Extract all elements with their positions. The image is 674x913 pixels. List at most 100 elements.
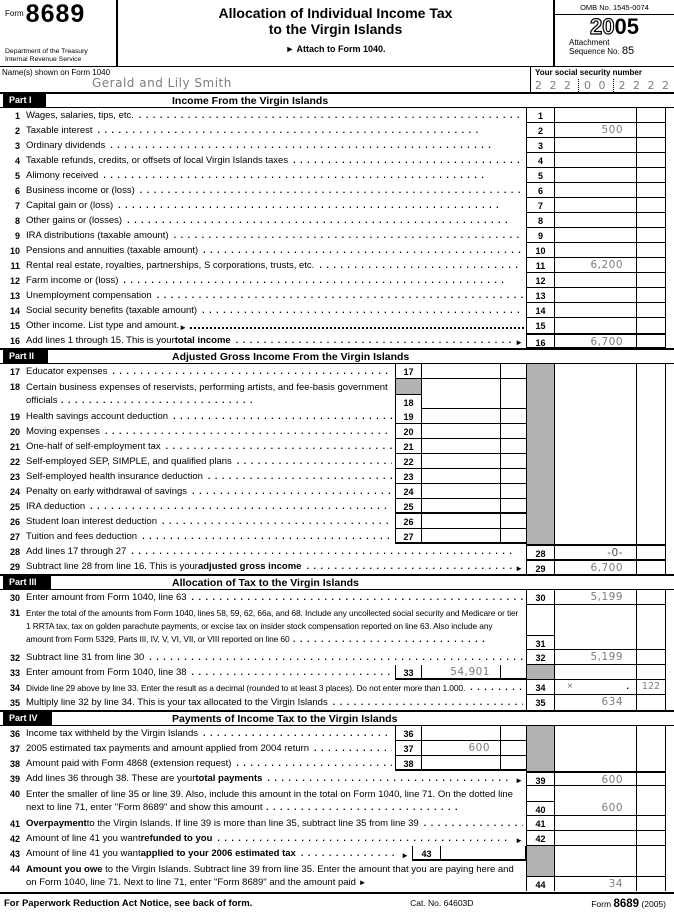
cents-field[interactable]	[500, 364, 526, 379]
amount-field-40[interactable]: 600	[554, 786, 636, 816]
amount-field-21[interactable]	[421, 439, 500, 454]
amount-field-30[interactable]: 5,199	[554, 590, 636, 605]
cents-field[interactable]	[500, 499, 526, 514]
amount-field-41[interactable]	[554, 816, 636, 831]
amount-field-3[interactable]	[554, 138, 636, 153]
amount-field-4[interactable]	[554, 153, 636, 168]
cents-field[interactable]	[636, 786, 666, 816]
amount-field-22[interactable]	[421, 454, 500, 469]
cents-field[interactable]	[500, 484, 526, 499]
cents-field[interactable]	[500, 514, 526, 529]
amount-field-9[interactable]	[554, 228, 636, 243]
amount-field-16[interactable]: 6,700	[554, 333, 636, 348]
cents-field[interactable]	[636, 771, 666, 786]
amount-field-24[interactable]	[421, 484, 500, 499]
line-number-box: 4	[526, 153, 554, 168]
amount-field-42[interactable]	[554, 831, 636, 846]
amount-field-43[interactable]	[440, 846, 526, 861]
amount-field-29[interactable]: 6,700	[554, 559, 636, 574]
cents-field[interactable]	[636, 816, 666, 831]
cents-field[interactable]	[636, 831, 666, 846]
cents-field[interactable]	[637, 876, 665, 891]
amount-field-27[interactable]	[421, 529, 500, 544]
amount-field-14[interactable]	[554, 303, 636, 318]
line-number: 29	[9, 562, 20, 572]
amount-field-38[interactable]	[421, 756, 500, 771]
name-field[interactable]: Name(s) shown on Form 1040 Gerald and Li…	[0, 67, 530, 92]
cents-field[interactable]	[636, 153, 666, 168]
amount-field-8[interactable]	[554, 213, 636, 228]
amount-field-25[interactable]	[421, 499, 500, 514]
cents-field[interactable]	[636, 168, 666, 183]
line-number: 5	[14, 171, 20, 181]
amount-field-31[interactable]	[554, 605, 636, 650]
cents-field[interactable]	[500, 439, 526, 454]
name-value[interactable]: Gerald and Lily Smith	[92, 76, 232, 90]
cents-field[interactable]	[636, 198, 666, 213]
amount-field-17[interactable]	[421, 364, 500, 379]
cents-field[interactable]	[500, 409, 526, 424]
outer-cents-column	[636, 756, 666, 771]
amount-field-23[interactable]	[421, 469, 500, 484]
cents-field[interactable]	[636, 258, 666, 273]
amount-field-5[interactable]	[554, 168, 636, 183]
amount-field-11[interactable]: 6,200	[554, 258, 636, 273]
cents-field[interactable]	[636, 228, 666, 243]
cents-field[interactable]	[636, 544, 666, 559]
amount-field-44[interactable]: 34	[555, 876, 636, 891]
cents-field[interactable]	[500, 756, 526, 771]
decimal-field-34[interactable]: ×.	[554, 680, 636, 695]
amount-field-39[interactable]: 600	[554, 771, 636, 786]
amount-field-15[interactable]	[554, 318, 636, 333]
line-label: Penalty on early withdrawal of savings	[26, 484, 395, 499]
amount-field-12[interactable]	[554, 273, 636, 288]
cents-field[interactable]	[636, 303, 666, 318]
amount-field-2[interactable]: 500	[554, 123, 636, 138]
cents-field[interactable]	[636, 108, 666, 123]
amount-field-33[interactable]: 54,901	[421, 665, 500, 680]
amount-field-10[interactable]	[554, 243, 636, 258]
cents-field-34[interactable]: 122	[636, 680, 666, 695]
cents-field[interactable]	[636, 559, 666, 574]
shaded-cell	[526, 469, 554, 484]
cents-field[interactable]	[636, 695, 666, 710]
cents-field[interactable]	[636, 333, 666, 348]
cents-field[interactable]	[500, 726, 526, 741]
amount-field-13[interactable]	[554, 288, 636, 303]
cents-field[interactable]	[636, 273, 666, 288]
cents-field[interactable]	[500, 741, 526, 756]
cents-field[interactable]	[636, 288, 666, 303]
amount-field-1[interactable]	[554, 108, 636, 123]
cents-field[interactable]	[636, 318, 666, 333]
cents-field[interactable]	[636, 243, 666, 258]
cents-field[interactable]	[636, 138, 666, 153]
dotted-entry-line[interactable]	[190, 320, 524, 329]
cents-field[interactable]	[500, 454, 526, 469]
cents-field[interactable]	[500, 665, 526, 680]
amount-field-26[interactable]	[421, 514, 500, 529]
amount-field-18[interactable]	[421, 379, 500, 409]
cents-field[interactable]	[636, 605, 666, 650]
amount-field-36[interactable]	[421, 726, 500, 741]
amount-field-28[interactable]: -0-	[554, 544, 636, 559]
amount-field-35[interactable]: 634	[554, 695, 636, 710]
cents-field[interactable]	[500, 529, 526, 544]
cents-field[interactable]	[500, 379, 526, 409]
amount-field-32[interactable]: 5,199	[554, 650, 636, 665]
cents-field[interactable]	[636, 183, 666, 198]
amount-field-37[interactable]: 600	[421, 741, 500, 756]
amount-field-20[interactable]	[421, 424, 500, 439]
amount-field-19[interactable]	[421, 409, 500, 424]
cents-field[interactable]	[636, 590, 666, 605]
cents-field[interactable]	[500, 469, 526, 484]
line-number-box: 23	[395, 469, 421, 484]
cents-field[interactable]	[636, 123, 666, 138]
amount-field-7[interactable]	[554, 198, 636, 213]
cents-field[interactable]	[636, 213, 666, 228]
cents-field[interactable]	[636, 650, 666, 665]
amount-field-6[interactable]	[554, 183, 636, 198]
cents-field[interactable]	[500, 424, 526, 439]
